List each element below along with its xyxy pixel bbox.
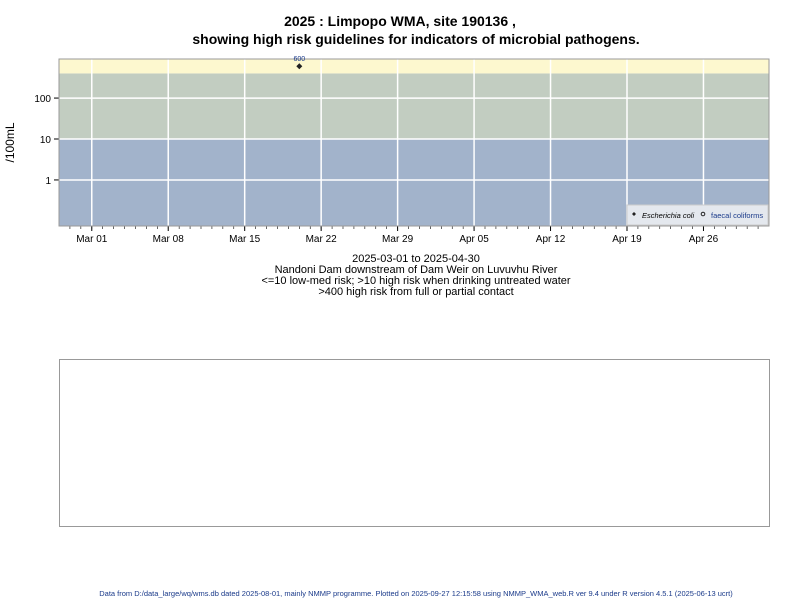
title-line-2: showing high risk guidelines for indicat…: [192, 31, 640, 47]
subtitle-dates: 2025-03-01 to 2025-04-30: [352, 253, 480, 265]
subtitle-guideline-1: <=10 low-med risk; >10 high risk when dr…: [261, 275, 571, 287]
x-tick-label: Apr 19: [612, 234, 642, 245]
y-tick-label: 100: [34, 94, 51, 105]
x-tick-label: Mar 15: [229, 234, 261, 245]
x-tick-label: Apr 12: [536, 234, 566, 245]
risk-band-2: [59, 59, 769, 74]
x-tick-label: Mar 08: [153, 234, 185, 245]
y-tick-label: 10: [40, 135, 52, 146]
x-tick-label: Apr 26: [689, 234, 719, 245]
legend-marker-e-coli: [632, 212, 636, 216]
subtitle-site: Nandoni Dam downstream of Dam Weir on Lu…: [274, 264, 558, 276]
x-tick-label: Mar 01: [76, 234, 108, 245]
legend-marker-faecal-coliforms: [700, 211, 706, 217]
x-tick-label: Mar 22: [306, 234, 338, 245]
empty-panel: [59, 359, 770, 527]
plot-border: [58, 58, 770, 227]
subtitle-guideline-2: >400 high risk from full or partial cont…: [318, 286, 514, 298]
x-tick-label: Mar 29: [382, 234, 414, 245]
footer-note: Data from D:/data_large/wq/wms.db dated …: [99, 589, 733, 598]
legend-label-faecal-coliforms: faecal coliforms: [711, 211, 763, 220]
data-label: 600: [293, 56, 305, 63]
risk-band-1: [59, 73, 769, 140]
chart: Mar 01 Mar 08 Mar 15 Mar 22 Mar 29 Apr 05 Apr …: [3, 56, 770, 245]
y-axis-label: /100mL: [3, 122, 17, 162]
x-tick-label: Apr 05: [459, 234, 489, 245]
title-line-1: 2025 : Limpopo WMA, site 190136 ,: [284, 13, 516, 29]
data-point-e-coli: [296, 63, 303, 70]
y-tick-label: 1: [45, 176, 51, 187]
legend-box: [626, 204, 769, 226]
legend-label-e-coli: Escherichia coli: [642, 211, 694, 220]
